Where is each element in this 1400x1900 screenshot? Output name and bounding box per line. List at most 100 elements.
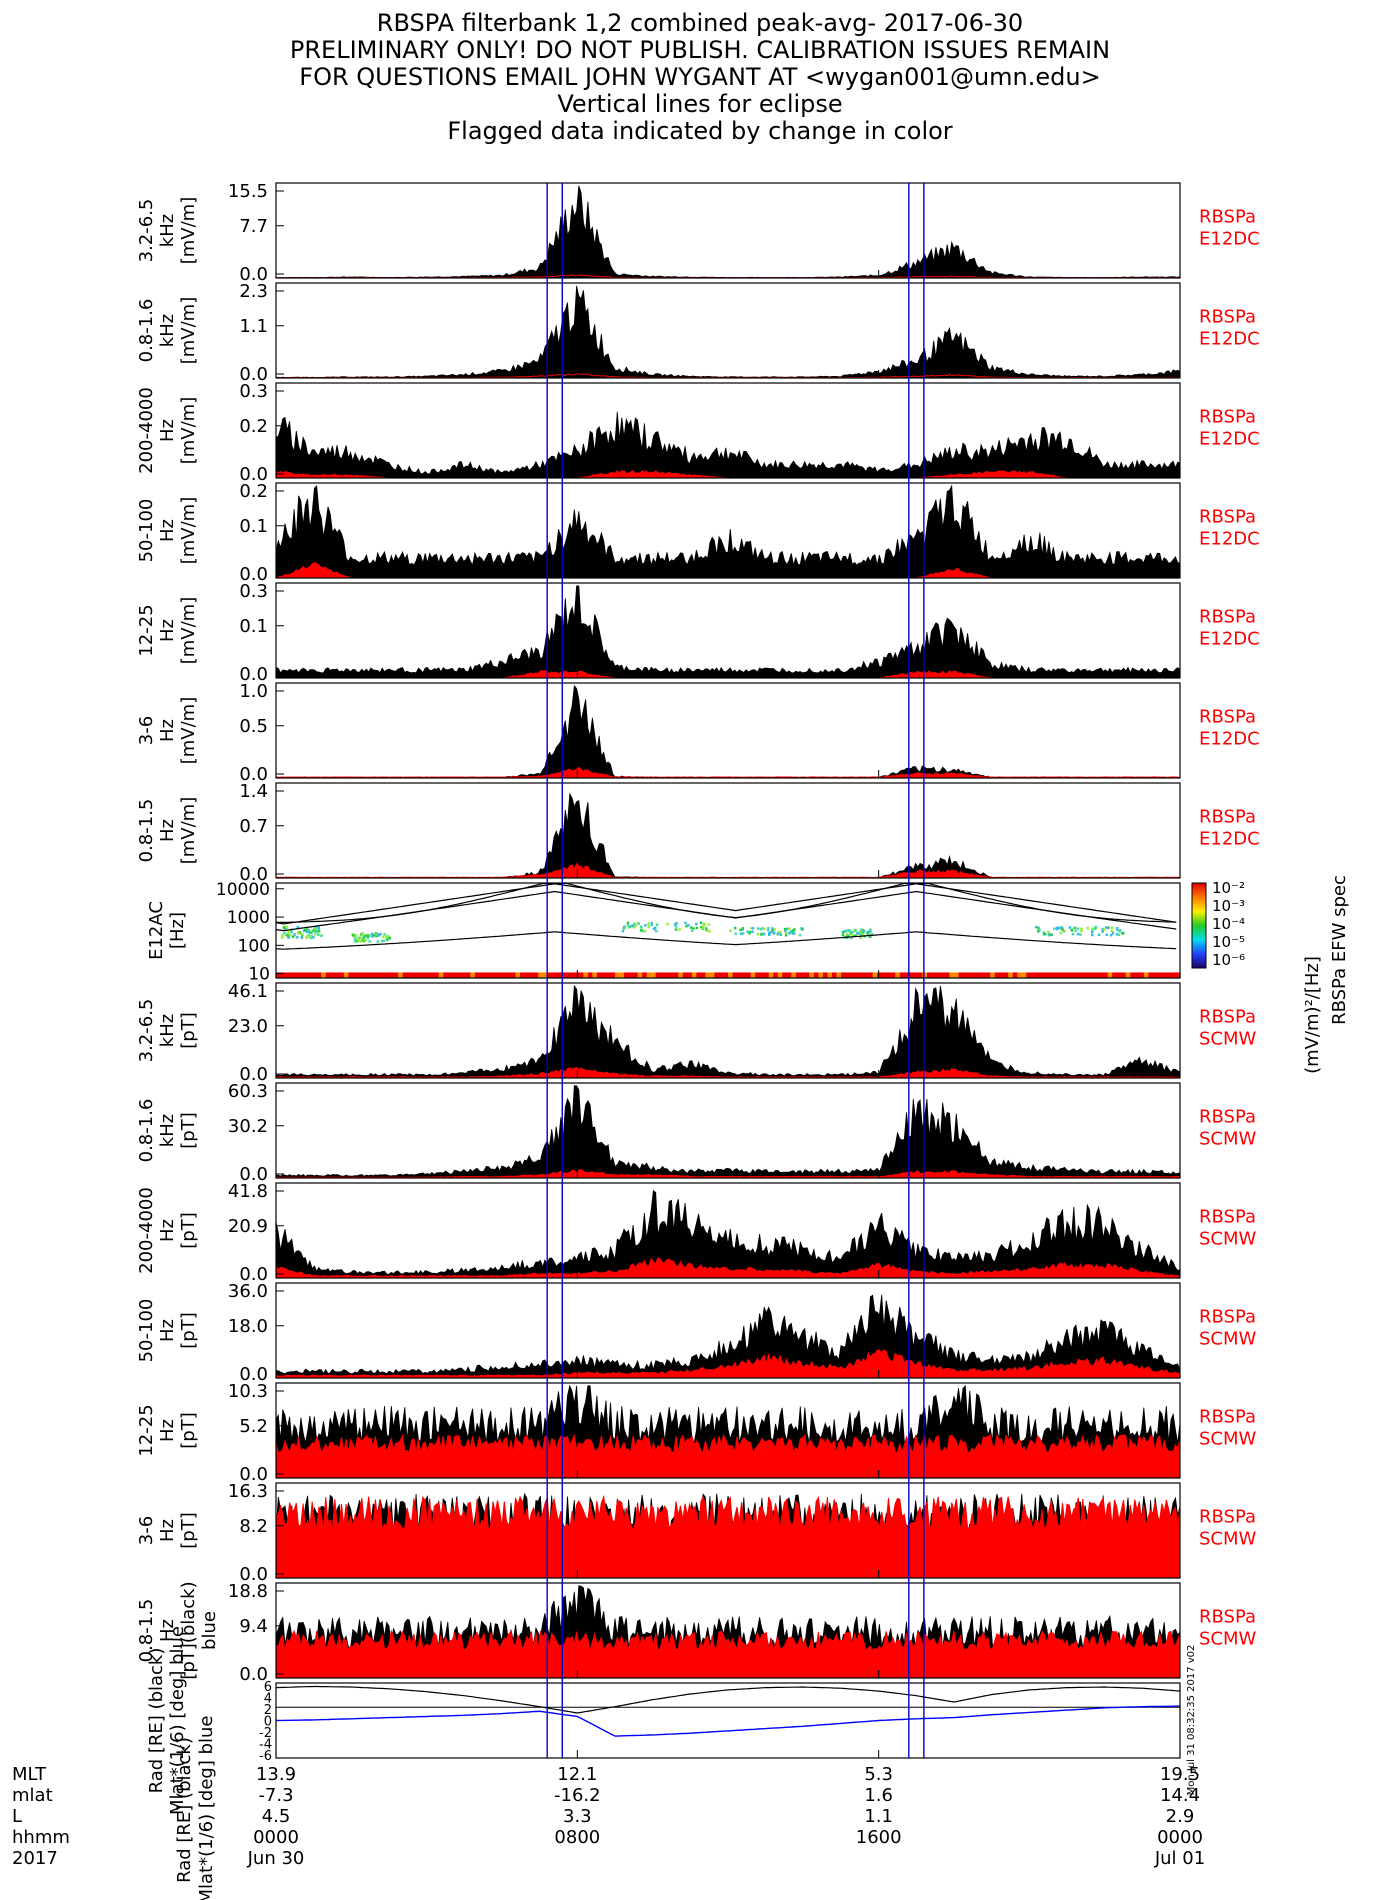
spectrogram-band-cell	[1166, 972, 1172, 978]
spectrogram-pixel	[1080, 929, 1083, 933]
spectrogram-band-cell	[1107, 972, 1113, 978]
spectrogram-pixel	[354, 933, 357, 937]
panel-9-ylabel: 3.2-6.5 kHz [pT]	[136, 999, 199, 1063]
spectrogram-pixel	[1115, 933, 1119, 936]
ylabel-line: [Hz]	[167, 912, 188, 949]
panel-frame	[275, 1682, 1181, 1759]
spectrogram-pixel	[708, 929, 711, 933]
spectrogram-pixel	[843, 930, 847, 933]
spectrogram-pixel	[652, 927, 656, 931]
spectrogram-band-cell	[1125, 972, 1131, 978]
spectrogram-band-cell	[917, 972, 923, 978]
instrument-name: RBSPa	[1199, 507, 1256, 528]
spectrogram-pixel	[313, 933, 316, 936]
spectrogram-band-cell	[334, 972, 340, 978]
spectrogram-band-cell	[533, 972, 539, 978]
spectrogram-band-cell	[764, 972, 770, 978]
spectrogram-pixel	[633, 926, 636, 929]
spectrogram-band-cell	[592, 972, 598, 978]
spectrogram-pixel	[367, 934, 370, 937]
spectrogram-band-cell	[280, 972, 286, 978]
spectrogram-pixel	[1076, 932, 1080, 936]
spectrogram-band-cell	[1089, 972, 1095, 978]
spectrogram-band-cell	[547, 972, 553, 978]
spectrogram-pixel	[761, 927, 764, 930]
spectrogram-band-cell	[1170, 972, 1177, 978]
footer-row-label: MLT	[12, 1764, 47, 1785]
spectrogram-band-cell	[691, 972, 697, 978]
spectrogram-pixel	[317, 926, 321, 929]
spectrogram-band-cell	[465, 972, 471, 978]
panel-16-ylabel: Rad [RE] (black) Mlat*(1/6) [deg] blue	[146, 1626, 188, 1815]
instrument-sensor: SCMW	[1199, 1429, 1257, 1450]
spectrogram-pixel	[777, 930, 781, 934]
spectrogram-band-cell	[949, 972, 955, 978]
instrument-name: RBSPa	[1199, 1507, 1256, 1528]
spectrogram-pixel	[631, 924, 635, 927]
footer-value: 14.4	[1160, 1785, 1200, 1806]
spectrogram-pixel	[1093, 927, 1097, 931]
panel-1-ylabel: 3.2-6.5 kHz [mV/m]	[136, 197, 199, 265]
spectrogram-band-cell	[682, 972, 688, 978]
spectrogram-pixel	[622, 926, 626, 930]
spectrogram-pixel	[746, 930, 749, 934]
spectrogram-band-cell	[926, 972, 932, 978]
spectrogram-pixel	[1047, 930, 1050, 934]
spectrogram-band-cell	[709, 972, 716, 978]
spectrogram-pixel	[674, 928, 678, 931]
ylabel-line: 0.8-1.5	[136, 799, 157, 863]
spectrogram-pixel	[305, 930, 309, 934]
panel-14-ylabel: 3-6 Hz [pT]	[136, 1512, 199, 1548]
mlat-line	[275, 1705, 1180, 1737]
spectrogram-pixel	[1074, 929, 1077, 933]
spectrogram-band-cell	[443, 972, 449, 978]
spectrogram-band-cell	[1057, 972, 1064, 978]
spectrogram-band-cell	[931, 972, 937, 978]
panel-frame	[275, 1482, 1181, 1579]
avg-series	[275, 1494, 1181, 1579]
spectrogram-pixel	[850, 933, 853, 936]
y-tick-label: 0.0	[239, 764, 268, 785]
instrument-name: RBSPa	[1199, 1107, 1256, 1128]
spectrogram-band-cell	[696, 972, 702, 978]
spectrogram-band-cell	[565, 972, 571, 978]
y-tick-label: -2	[259, 1726, 272, 1741]
spectrogram-pixel	[1058, 926, 1061, 930]
spectrogram-pixel	[370, 932, 374, 936]
spectrogram-pixel	[655, 923, 659, 926]
spectrogram-pixel	[1061, 928, 1064, 931]
footer-value: 4.5	[262, 1806, 291, 1827]
spectrogram-band-cell	[660, 972, 666, 978]
spectrogram-pixel	[866, 933, 870, 936]
spectrogram-pixel	[849, 930, 852, 934]
spectrogram-band-cell	[1161, 972, 1168, 978]
spectrogram-pixel	[1068, 926, 1072, 929]
spectrogram-pixel	[300, 932, 304, 936]
spectrogram-pixel	[289, 934, 292, 937]
y-tick-label: 41.8	[228, 1181, 268, 1202]
spectrogram-pixel	[643, 929, 647, 933]
spectrogram-pixel	[790, 930, 793, 933]
spectrogram-band-cell	[289, 972, 295, 978]
spectrogram-band-cell	[429, 972, 435, 978]
y-tick-label: 0.0	[239, 864, 268, 885]
spectrogram-pixel	[863, 935, 867, 938]
spectrogram-band-cell	[777, 972, 783, 978]
panel-10-ylabel: 0.8-1.6 kHz [pT]	[136, 1099, 199, 1163]
spectrogram-pixel	[296, 931, 300, 934]
spectrogram-pixel	[841, 933, 845, 937]
y-tick-label: 7.7	[239, 216, 268, 237]
spectrogram-pixel	[1115, 926, 1119, 930]
spectrogram-pixel	[1034, 925, 1038, 929]
ylabel-line: kHz	[157, 314, 178, 347]
ylabel-line: [pT](black)	[178, 1581, 199, 1679]
avg-series	[275, 1629, 1181, 1679]
y-tick-label: 0.1	[239, 616, 268, 637]
y-tick-label: 0.7	[239, 816, 268, 837]
spectrogram-pixel	[793, 928, 796, 931]
y-tick-label: 0.0	[239, 364, 268, 385]
panel-frame	[275, 582, 1181, 679]
spectrogram-pixel	[762, 932, 766, 936]
